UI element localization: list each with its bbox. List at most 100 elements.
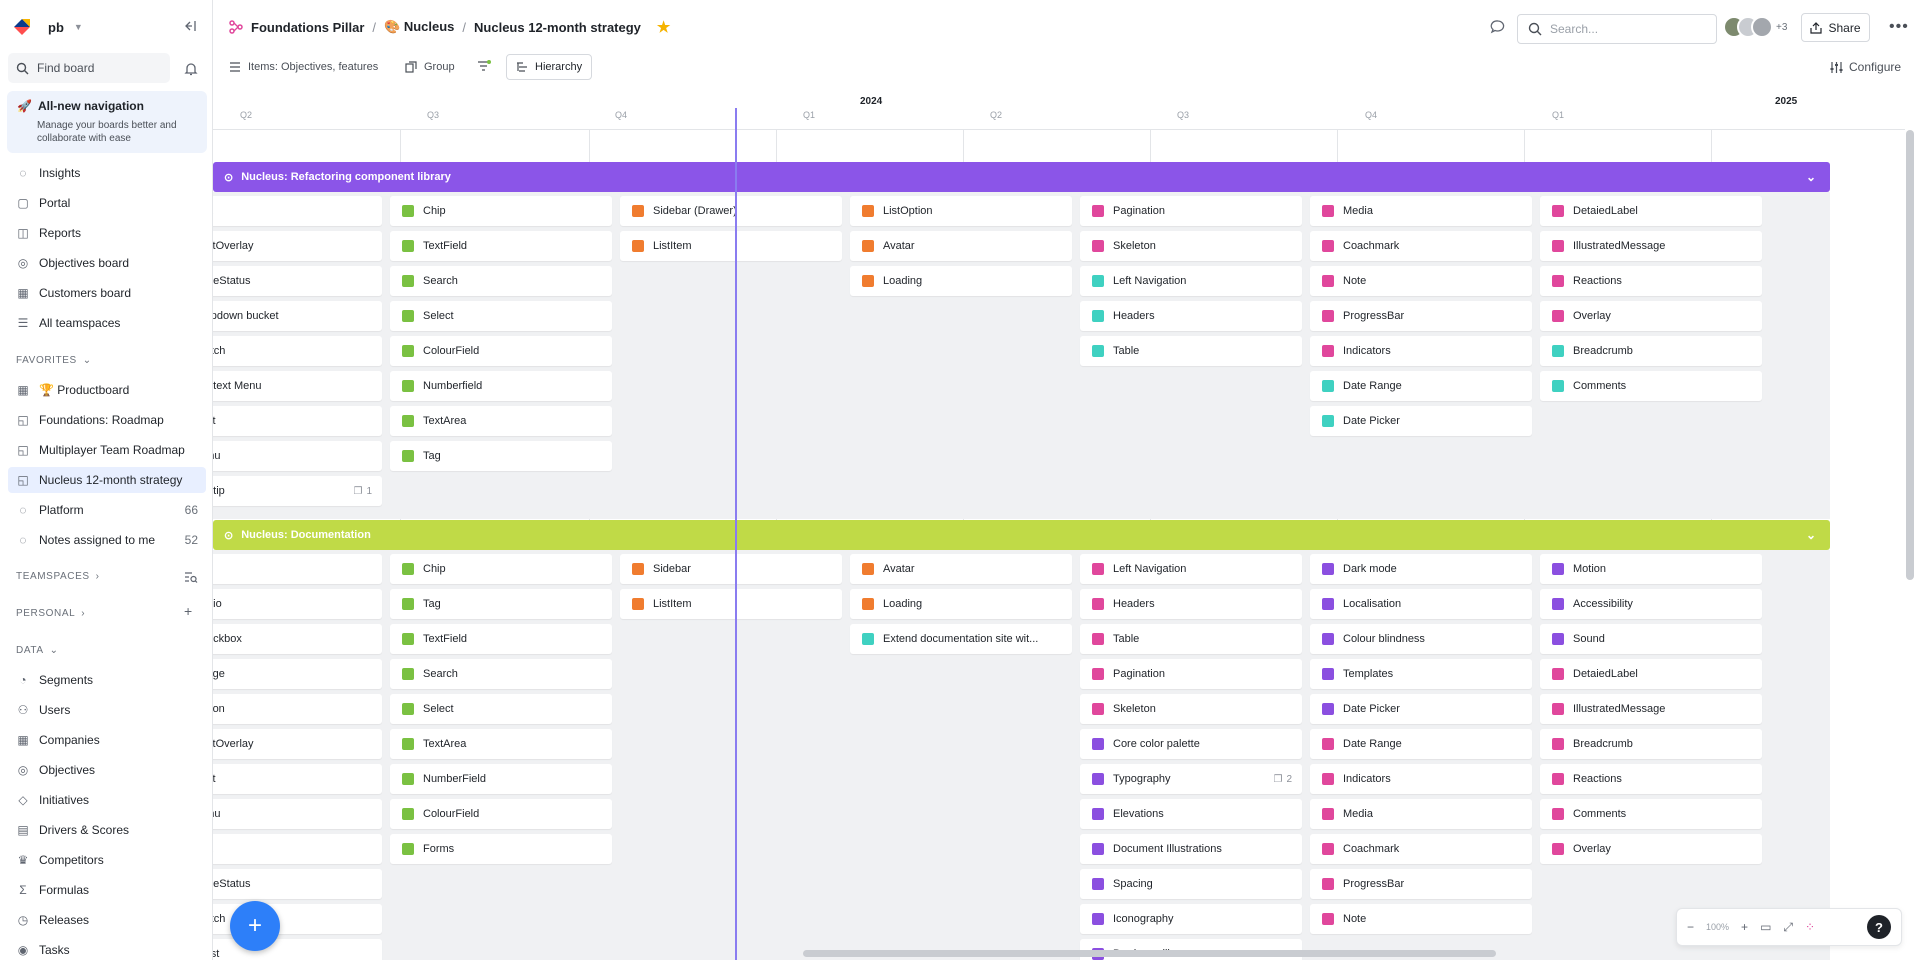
feature-card[interactable]: Chip	[390, 554, 612, 584]
feature-card[interactable]: Alert	[213, 406, 382, 436]
add-item-button[interactable]: +	[230, 901, 280, 951]
sidebar-item-initiatives[interactable]: ◇ Initiatives	[8, 787, 206, 813]
feature-card[interactable]: Comments	[1540, 799, 1762, 829]
feature-card[interactable]: ListItem	[620, 231, 842, 261]
feature-card[interactable]: DetaiedLabel	[1540, 659, 1762, 689]
feature-card[interactable]: Pagination	[1080, 659, 1302, 689]
sidebar-item-customers-board[interactable]: ▦ Customers board	[8, 280, 206, 306]
sidebar-item-drivers-scores[interactable]: ▤ Drivers & Scores	[8, 817, 206, 843]
feature-card[interactable]: Menu	[213, 799, 382, 829]
feature-card[interactable]: ListItem	[620, 589, 842, 619]
feature-card[interactable]: Colour blindness	[1310, 624, 1532, 654]
feature-card[interactable]: Tooltip ❐1	[213, 476, 382, 506]
feature-card[interactable]: Breadcrumb	[1540, 336, 1762, 366]
sidebar-item-foundations-roadmap[interactable]: ◱ Foundations: Roadmap	[8, 407, 206, 433]
feature-card[interactable]: Badge	[213, 659, 382, 689]
feature-card[interactable]: Loading	[850, 266, 1072, 296]
sidebar-item-tasks[interactable]: ◉ Tasks	[8, 937, 206, 960]
filter-icon[interactable]	[477, 60, 491, 74]
feature-card[interactable]: IllustratedMessage	[1540, 694, 1762, 724]
feature-card[interactable]: InlineStatus	[213, 266, 382, 296]
feature-card[interactable]: Avatar	[850, 554, 1072, 584]
feature-card[interactable]: Date Picker	[1310, 406, 1532, 436]
sidebar-item-platform[interactable]: ◌ Platform 66	[8, 497, 206, 523]
feature-card[interactable]: Numberfield	[390, 371, 612, 401]
feature-card[interactable]: ColourField	[390, 799, 612, 829]
sidebar-item-objectives-board[interactable]: ◎ Objectives board	[8, 250, 206, 276]
more-options-icon[interactable]: •••	[1889, 18, 1909, 35]
feature-card[interactable]: ProgressBar	[1310, 301, 1532, 331]
feature-card[interactable]: Comments	[1540, 371, 1762, 401]
data-section-toggle[interactable]: DATA ⌄	[16, 645, 59, 656]
teamspace-search-icon[interactable]	[184, 570, 198, 584]
star-icon[interactable]: ★	[656, 19, 671, 36]
favorites-section-toggle[interactable]: FAVORITES ⌄	[16, 355, 92, 366]
sidebar-item-multiplayer-team-roadmap[interactable]: ◱ Multiplayer Team Roadmap	[8, 437, 206, 463]
chevron-down-icon[interactable]: ⌄	[1805, 528, 1816, 542]
feature-card[interactable]: Breadcrumb	[1540, 729, 1762, 759]
feature-card[interactable]: Sidebar (Drawer)	[620, 196, 842, 226]
feature-card[interactable]: Reactions	[1540, 764, 1762, 794]
feature-card[interactable]: TextArea	[390, 406, 612, 436]
feature-card[interactable]: Spacing	[1080, 869, 1302, 899]
bell-icon[interactable]	[183, 61, 199, 77]
workspace-switcher[interactable]: pb ▼	[0, 0, 212, 54]
feature-card[interactable]: Switch	[213, 336, 382, 366]
feature-card[interactable]: Media	[1310, 799, 1532, 829]
feature-card[interactable]: Left Navigation	[1080, 554, 1302, 584]
sidebar-item-formulas[interactable]: Σ Formulas	[8, 877, 206, 903]
feature-card[interactable]: Dark mode	[1310, 554, 1532, 584]
feature-card[interactable]: ColourField	[390, 336, 612, 366]
feature-card[interactable]: DetaiedLabel	[1540, 196, 1762, 226]
feature-card[interactable]: Note	[1310, 904, 1532, 934]
sidebar-item-portal[interactable]: ▢ Portal	[8, 190, 206, 216]
feature-card[interactable]: Pagination	[1080, 196, 1302, 226]
zoom-in-icon[interactable]: +	[1741, 920, 1749, 934]
sidebar-item-objectives[interactable]: ◎ Objectives	[8, 757, 206, 783]
breadcrumb-nucleus[interactable]: 🎨 Nucleus	[384, 19, 455, 34]
feature-card[interactable]: Date Range	[1310, 371, 1532, 401]
feature-card[interactable]: Loading	[850, 589, 1072, 619]
chevron-down-icon[interactable]: ⌄	[1805, 170, 1816, 184]
feature-card[interactable]: Templates	[1310, 659, 1532, 689]
feature-card[interactable]: Media	[1310, 196, 1532, 226]
comment-icon[interactable]	[1490, 19, 1506, 35]
configure-button[interactable]: Configure	[1830, 54, 1901, 80]
feature-card[interactable]: Chip	[390, 196, 612, 226]
feature-card[interactable]: Search	[390, 266, 612, 296]
feature-card[interactable]: Select	[390, 694, 612, 724]
feature-card[interactable]: Coachmark	[1310, 231, 1532, 261]
add-personal-icon[interactable]: +	[184, 603, 193, 619]
feature-card[interactable]: Search	[390, 659, 612, 689]
feature-card[interactable]: Reactions	[1540, 266, 1762, 296]
lane-header[interactable]: ⊙ Nucleus: Documentation ⌄	[213, 520, 1830, 550]
feature-card[interactable]: Left Navigation	[1080, 266, 1302, 296]
feature-card[interactable]: IllustratedMessage	[1540, 231, 1762, 261]
feature-card[interactable]: Link	[213, 834, 382, 864]
teamspaces-section-toggle[interactable]: TEAMSPACES ›	[16, 571, 100, 582]
video-icon[interactable]: ▭	[1760, 920, 1772, 934]
horizontal-scrollbar[interactable]	[803, 950, 1496, 957]
sidebar-item-segments[interactable]: ◔ Segments	[8, 667, 206, 693]
feature-card[interactable]: Checkbox	[213, 624, 382, 654]
feature-card[interactable]: Context Menu	[213, 371, 382, 401]
feature-card[interactable]: Elevations	[1080, 799, 1302, 829]
breadcrumb-pillar[interactable]: Foundations Pillar	[251, 19, 365, 35]
feature-card[interactable]: Radio	[213, 589, 382, 619]
feature-card[interactable]: Typography ❐ 2	[1080, 764, 1302, 794]
feature-card[interactable]: Overlay	[1540, 834, 1762, 864]
feature-card[interactable]: Overlay	[1540, 301, 1762, 331]
feature-card[interactable]: Extend documentation site wit...	[850, 624, 1072, 654]
feature-card[interactable]: Note	[1310, 266, 1532, 296]
feature-card[interactable]: Forms	[390, 834, 612, 864]
find-board-input[interactable]: Find board	[8, 53, 170, 83]
feature-card[interactable]: Alert	[213, 764, 382, 794]
apps-icon[interactable]: ⁘	[1805, 920, 1816, 934]
feature-card[interactable]: Tag	[390, 441, 612, 471]
feature-card[interactable]: Tab	[213, 554, 382, 584]
sidebar-item-releases[interactable]: ◷ Releases	[8, 907, 206, 933]
feature-card[interactable]: Select	[390, 301, 612, 331]
feature-card[interactable]: Localisation	[1310, 589, 1532, 619]
feature-card[interactable]: TextField	[390, 624, 612, 654]
search-input[interactable]: Search...	[1517, 14, 1717, 44]
